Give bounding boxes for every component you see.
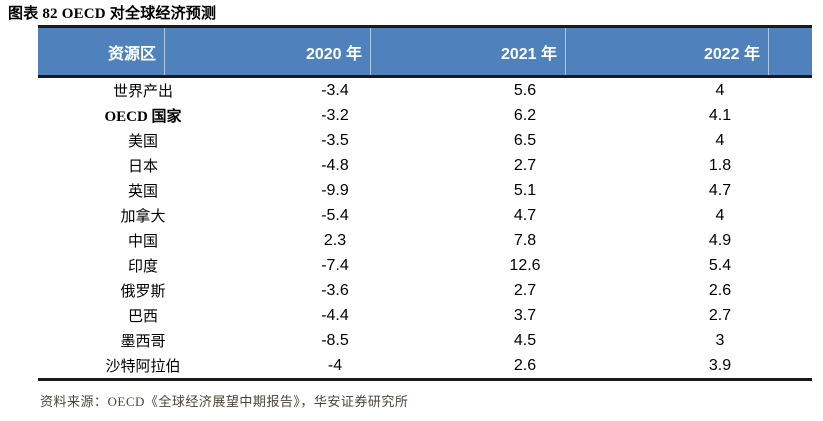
table-row: 沙特阿拉伯 -4 2.6 3.9 (38, 353, 812, 378)
value-cell-2021: 7.8 (513, 231, 537, 249)
value-cell-2020: -3.2 (321, 106, 349, 124)
value-cell-2020: -8.5 (321, 331, 349, 349)
table-row: 加拿大 -5.4 4.7 4 (38, 203, 812, 228)
column-header-2022: 2022 年 (566, 28, 769, 75)
country-cell: 墨西哥 (120, 334, 166, 350)
table-row: 世界产出 -3.4 5.6 4 (38, 78, 812, 103)
column-header-2021: 2021 年 (371, 28, 566, 75)
country-cell: 日本 (127, 159, 158, 175)
value-cell-2021: 6.2 (513, 106, 537, 124)
value-cell-2021: 12.6 (509, 256, 541, 274)
table-row: 日本 -4.8 2.7 1.8 (38, 153, 812, 178)
table-header-row: 资源区 2020 年 2021 年 2022 年 (38, 25, 812, 78)
value-cell-2022: 4.1 (708, 106, 732, 124)
forecast-table: 资源区 2020 年 2021 年 2022 年 世界产出 -3.4 5.6 4… (38, 25, 812, 381)
value-cell-2020: -3.4 (321, 81, 349, 99)
value-cell-2021: 4.7 (513, 206, 537, 224)
value-cell-2021: 2.6 (513, 356, 537, 374)
value-cell-2020: -4 (327, 356, 343, 374)
figure-title: 图表 82 OECD 对全球经济预测 (8, 6, 217, 22)
country-cell: 中国 (127, 234, 158, 250)
value-cell-2022: 4 (715, 131, 725, 149)
value-cell-2021: 5.1 (513, 181, 537, 199)
value-cell-2020: -3.5 (321, 131, 349, 149)
value-cell-2022: 4.7 (708, 181, 732, 199)
country-cell: 加拿大 (120, 209, 166, 225)
table-row: 英国 -9.9 5.1 4.7 (38, 178, 812, 203)
country-cell: 俄罗斯 (120, 284, 166, 300)
column-header-region: 资源区 (38, 28, 165, 75)
value-cell-2022: 2.6 (708, 281, 732, 299)
source-note: 资料来源：OECD《全球经济展望中期报告》，华安证券研究所 (40, 394, 409, 409)
value-cell-2022: 4 (715, 206, 725, 224)
value-cell-2021: 2.7 (513, 156, 537, 174)
value-cell-2021: 2.7 (513, 281, 537, 299)
value-cell-2022: 5.4 (708, 256, 732, 274)
table-row: 中国 2.3 7.8 4.9 (38, 228, 812, 253)
country-cell: OECD 国家 (104, 109, 182, 125)
value-cell-2022: 4 (715, 81, 725, 99)
country-cell: 英国 (127, 184, 158, 200)
table-row: 俄罗斯 -3.6 2.7 2.6 (38, 278, 812, 303)
value-cell-2022: 2.7 (708, 306, 732, 324)
table-body: 世界产出 -3.4 5.6 4 OECD 国家 -3.2 6.2 4.1 美国 … (38, 78, 812, 381)
value-cell-2021: 4.5 (513, 331, 537, 349)
country-cell: 沙特阿拉伯 (105, 359, 181, 375)
table-row: 印度 -7.4 12.6 5.4 (38, 253, 812, 278)
value-cell-2021: 6.5 (513, 131, 537, 149)
column-header-2020: 2020 年 (165, 28, 371, 75)
value-cell-2020: -9.9 (321, 181, 349, 199)
value-cell-2020: 2.3 (323, 231, 347, 249)
value-cell-2020: -5.4 (321, 206, 349, 224)
value-cell-2021: 3.7 (513, 306, 537, 324)
country-cell: 印度 (127, 259, 158, 275)
country-cell: 世界产出 (112, 84, 173, 100)
table-row: 墨西哥 -8.5 4.5 3 (38, 328, 812, 353)
table-row: OECD 国家 -3.2 6.2 4.1 (38, 103, 812, 128)
value-cell-2022: 3.9 (708, 356, 732, 374)
value-cell-2020: -7.4 (321, 256, 349, 274)
value-cell-2020: -3.6 (321, 281, 349, 299)
value-cell-2021: 5.6 (513, 81, 537, 99)
value-cell-2022: 3 (715, 331, 725, 349)
country-cell: 美国 (127, 134, 158, 150)
value-cell-2020: -4.4 (321, 306, 349, 324)
column-header-empty (769, 28, 812, 75)
value-cell-2022: 4.9 (708, 231, 732, 249)
value-cell-2022: 1.8 (708, 156, 732, 174)
country-cell: 巴西 (127, 309, 158, 325)
value-cell-2020: -4.8 (321, 156, 349, 174)
table-row: 巴西 -4.4 3.7 2.7 (38, 303, 812, 328)
table-row: 美国 -3.5 6.5 4 (38, 128, 812, 153)
